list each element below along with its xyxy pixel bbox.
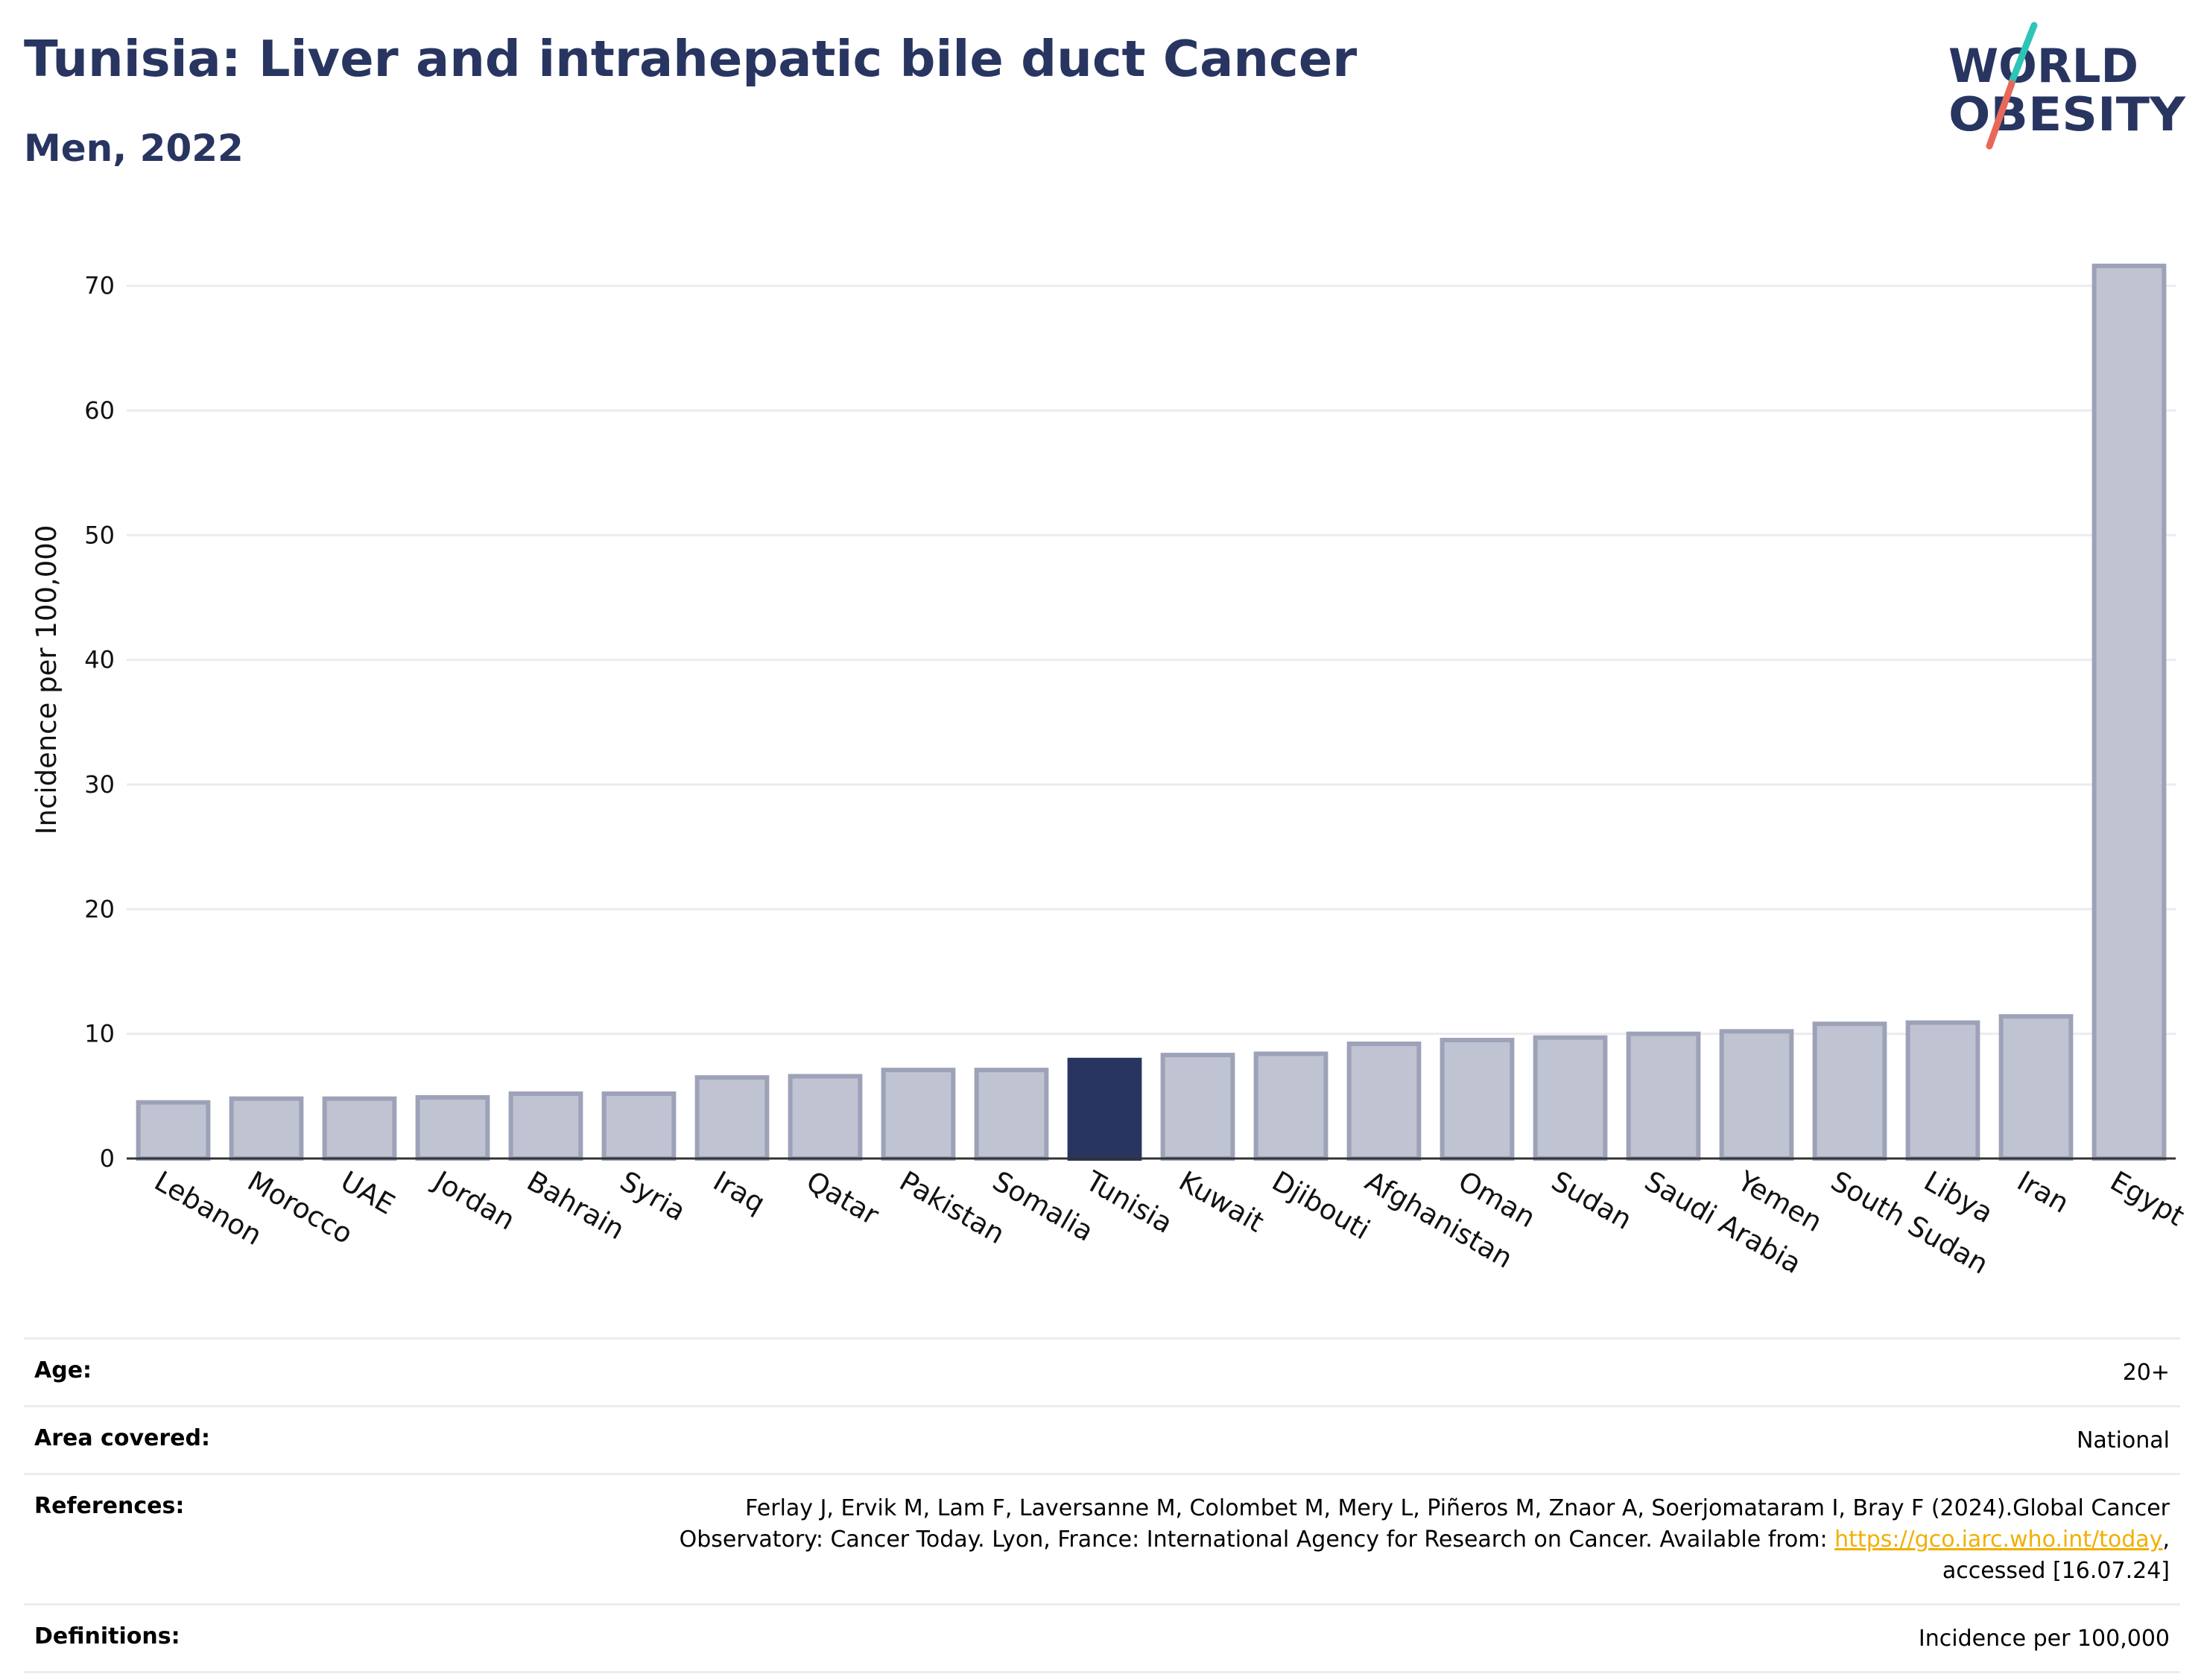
definitions-label: Definitions: bbox=[34, 1623, 180, 1649]
references-line3: accessed [16.07.24] bbox=[1942, 1558, 2170, 1584]
x-tick-label: South Sudan bbox=[1825, 1165, 1994, 1281]
meta-row-area: Area covered: National bbox=[24, 1405, 2180, 1473]
y-tick-label: 10 bbox=[84, 1020, 115, 1048]
x-tick-label: Lebanon bbox=[149, 1165, 267, 1252]
y-tick-label: 20 bbox=[84, 895, 115, 923]
definitions-value: Incidence per 100,000 bbox=[1918, 1626, 2170, 1652]
age-label: Age: bbox=[34, 1357, 92, 1383]
bar-egypt bbox=[2091, 263, 2167, 1161]
bar-kuwait bbox=[1160, 1053, 1235, 1161]
x-tick-label: Djibouti bbox=[1267, 1165, 1375, 1246]
grid-lines bbox=[127, 285, 2176, 1036]
world-obesity-logo: WORLD OBESITY bbox=[1948, 22, 2186, 150]
x-tick-label: Sudan bbox=[1546, 1165, 1637, 1237]
x-tick-label: Qatar bbox=[801, 1165, 884, 1232]
age-value: 20+ bbox=[2122, 1360, 2170, 1386]
x-tick-label: UAE bbox=[335, 1165, 400, 1221]
bar-pakistan bbox=[881, 1068, 956, 1161]
bar-tunisia bbox=[1067, 1057, 1142, 1161]
meta-row-references: References: Ferlay J, Ervik M, Lam F, La… bbox=[24, 1473, 2180, 1603]
x-tick-label: Jordan bbox=[427, 1164, 520, 1237]
x-tick-label: Iran bbox=[2012, 1165, 2074, 1220]
area-value: National bbox=[2076, 1427, 2170, 1454]
y-axis-label: Incidence per 100,000 bbox=[31, 525, 63, 835]
logo-slash-top bbox=[2008, 22, 2038, 86]
x-tick-label: Morocco bbox=[242, 1165, 358, 1251]
bar-qatar bbox=[788, 1074, 863, 1161]
bar-oman bbox=[1440, 1038, 1515, 1161]
y-tick-label: 30 bbox=[84, 770, 115, 799]
meta-row-definitions: Definitions: Incidence per 100,000 bbox=[24, 1603, 2180, 1673]
references-value: Ferlay J, Ervik M, Lam F, Laversanne M, … bbox=[680, 1493, 2170, 1587]
references-link[interactable]: https://gco.iarc.who.int/today bbox=[1834, 1527, 2163, 1553]
y-tick-labels: 0 10 20 30 40 50 60 70 bbox=[84, 272, 115, 1173]
y-tick-label: 0 bbox=[100, 1144, 115, 1173]
x-tick-label: Saudi Arabia bbox=[1639, 1165, 1807, 1281]
chart-title: Tunisia: Liver and intrahepatic bile duc… bbox=[24, 30, 1358, 88]
x-tick-label: Somalia bbox=[987, 1165, 1099, 1248]
bar-uae bbox=[322, 1096, 397, 1161]
chart-subtitle: Men, 2022 bbox=[24, 127, 244, 170]
references-line2-prefix: Observatory: Cancer Today. Lyon, France:… bbox=[679, 1527, 1835, 1553]
logo-line1: WORLD bbox=[1948, 39, 2138, 93]
bar-somalia bbox=[974, 1068, 1049, 1161]
bar-djibouti bbox=[1253, 1051, 1329, 1161]
x-tick-label: Tunisia bbox=[1080, 1164, 1178, 1240]
x-tick-label: Pakistan bbox=[894, 1165, 1010, 1251]
bar-sudan bbox=[1533, 1035, 1608, 1161]
references-line1: Ferlay J, Ervik M, Lam F, Laversanne M, … bbox=[745, 1495, 2170, 1521]
bar-morocco bbox=[229, 1096, 304, 1161]
bars bbox=[136, 263, 2167, 1161]
bar-syria bbox=[601, 1091, 677, 1161]
x-tick-label: Bahrain bbox=[522, 1165, 630, 1246]
bar-bahrain bbox=[508, 1091, 583, 1161]
logo-line2: OBESITY bbox=[1948, 87, 2186, 142]
x-tick-label: Egypt bbox=[2105, 1165, 2190, 1233]
meta-row-age: Age: 20+ bbox=[24, 1337, 2180, 1405]
bar-afghanistan bbox=[1346, 1042, 1422, 1161]
y-tick-label: 50 bbox=[84, 521, 115, 549]
bar-iran bbox=[1998, 1014, 2074, 1161]
bar-lebanon bbox=[136, 1100, 211, 1161]
bar-saudi-arabia bbox=[1626, 1031, 1701, 1161]
x-tick-label: Iraq bbox=[708, 1165, 770, 1220]
y-tick-label: 60 bbox=[84, 396, 115, 425]
references-line2-suffix: , bbox=[2162, 1527, 2170, 1553]
bar-iraq bbox=[694, 1075, 770, 1161]
bar-jordan bbox=[415, 1095, 490, 1161]
metadata-table: Age: 20+ Area covered: National Referenc… bbox=[24, 1337, 2180, 1673]
bar-south-sudan bbox=[1812, 1021, 1887, 1161]
bar-yemen bbox=[1719, 1029, 1794, 1161]
area-label: Area covered: bbox=[34, 1425, 210, 1451]
logo-slash-bottom bbox=[1986, 80, 2015, 150]
bar-libya bbox=[1905, 1020, 1980, 1161]
references-line2: Observatory: Cancer Today. Lyon, France:… bbox=[680, 1524, 2170, 1556]
references-label: References: bbox=[34, 1493, 185, 1519]
y-tick-label: 40 bbox=[84, 646, 115, 674]
x-tick-label: Kuwait bbox=[1174, 1165, 1270, 1239]
y-tick-label: 70 bbox=[84, 272, 115, 300]
